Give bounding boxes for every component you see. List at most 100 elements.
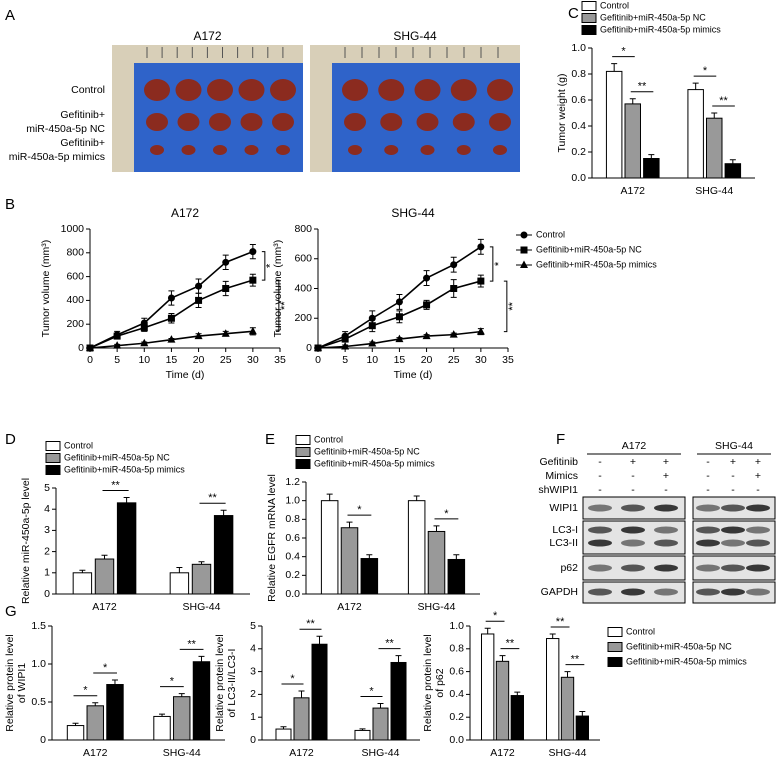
row-label: Gefitinib+: [60, 137, 105, 149]
error-bar: [326, 493, 333, 501]
x-tick-label: A172: [83, 747, 108, 759]
marker: [167, 294, 175, 302]
legend-swatch: [581, 13, 597, 23]
blot-box: [692, 520, 776, 555]
error-bar: [366, 554, 373, 559]
legend-swatch: [581, 25, 597, 35]
y-tick-label: 1.0: [285, 494, 300, 506]
marker: [368, 339, 377, 347]
x-tick-label: A172: [289, 747, 314, 759]
blot-band: [654, 504, 678, 512]
marker: [167, 314, 175, 322]
x-tick-label: 10: [138, 354, 150, 366]
blot-band: [588, 539, 612, 547]
x-tick-label: 15: [166, 354, 178, 366]
significance-label: **: [111, 479, 120, 491]
band-label: WIPI1: [549, 502, 578, 514]
blot-band: [696, 526, 720, 534]
marker: [113, 341, 122, 349]
band-label: GAPDH: [541, 586, 578, 598]
legend-swatch: [45, 441, 61, 451]
marker: [248, 326, 257, 335]
condition-sign: -: [631, 470, 635, 482]
error-bar: [298, 690, 305, 698]
tumor: [213, 145, 227, 155]
bar: [340, 527, 359, 595]
condition-sign: -: [631, 484, 635, 496]
y-tick-label: 1: [44, 567, 50, 579]
error-bar: [220, 509, 227, 516]
error-bar: [101, 554, 108, 560]
x-axis-label: Time (d): [394, 369, 433, 381]
y-tick-label: 1.0: [31, 658, 46, 670]
blot-band: [654, 539, 678, 547]
condition-sign: -: [664, 484, 668, 496]
y-tick-label: 2: [250, 688, 256, 700]
x-tick-label: A172: [620, 185, 645, 197]
marker: [341, 342, 350, 350]
bar: [275, 728, 292, 741]
tumor: [181, 145, 196, 155]
marker: [140, 338, 149, 347]
blot-band: [721, 564, 745, 572]
y-tick-label: 1.0: [449, 620, 464, 632]
marker: [422, 331, 431, 340]
legend-label: Gefitinib+miR-450a-5p mimics: [626, 656, 747, 666]
error-bar: [72, 722, 79, 726]
condition-sign: -: [756, 484, 760, 496]
x-tick-label: 35: [274, 354, 286, 366]
legend-label: Gefitinib+miR-450a-5p mimics: [600, 24, 721, 34]
bar: [192, 661, 211, 741]
condition-sign: -: [706, 470, 710, 482]
y-tick-label: 200: [294, 312, 312, 324]
bar: [106, 684, 124, 741]
x-tick-label: A172: [337, 601, 362, 613]
marker: [221, 329, 230, 337]
error-bar: [611, 63, 618, 72]
blot-band: [588, 564, 612, 572]
cell-line-label: SHG-44: [715, 440, 753, 452]
marker: [423, 274, 431, 282]
condition-label: Gefitinib: [539, 456, 578, 468]
legend-swatch: [581, 1, 597, 11]
significance-label: *: [493, 610, 498, 622]
legend-swatch: [45, 453, 61, 463]
bar: [390, 661, 407, 741]
tumor: [487, 79, 513, 101]
condition-sign: +: [630, 456, 636, 468]
blot-band: [746, 504, 770, 512]
tumor: [420, 145, 435, 155]
y-axis-label: Relative protein level: [214, 634, 226, 731]
significance-label: **: [719, 95, 728, 107]
legend-label: Gefitinib+miR-450a-5p mimics: [536, 259, 657, 269]
tumor: [270, 79, 296, 101]
y-tick-label: 0.5: [31, 696, 46, 708]
marker: [450, 285, 458, 292]
legend-label: Gefitinib+miR-450a-5p NC: [626, 641, 732, 651]
tumor: [378, 79, 405, 101]
error-bar: [178, 693, 185, 697]
tumor: [207, 79, 233, 101]
x-tick-label: 20: [421, 354, 433, 366]
significance-label: *: [703, 65, 708, 77]
marker: [395, 298, 403, 306]
bar: [191, 563, 212, 595]
significance-label: **: [638, 81, 647, 93]
panel-letter: E: [265, 431, 275, 448]
marker: [450, 261, 458, 269]
error-bar: [499, 655, 506, 662]
bar: [311, 643, 328, 741]
blot-band: [654, 588, 678, 596]
y-tick-label: 400: [66, 294, 84, 306]
y-tick-label: 1000: [61, 223, 85, 235]
significance-label: **: [306, 618, 315, 630]
legend-label: Gefitinib+miR-450a-5p mimics: [314, 458, 435, 468]
marker: [477, 277, 485, 285]
error-bar: [395, 655, 402, 663]
marker: [113, 332, 121, 340]
blot-band: [588, 504, 612, 512]
marker: [395, 313, 403, 321]
tumor: [384, 145, 399, 155]
y-tick-label: 0: [306, 342, 312, 354]
